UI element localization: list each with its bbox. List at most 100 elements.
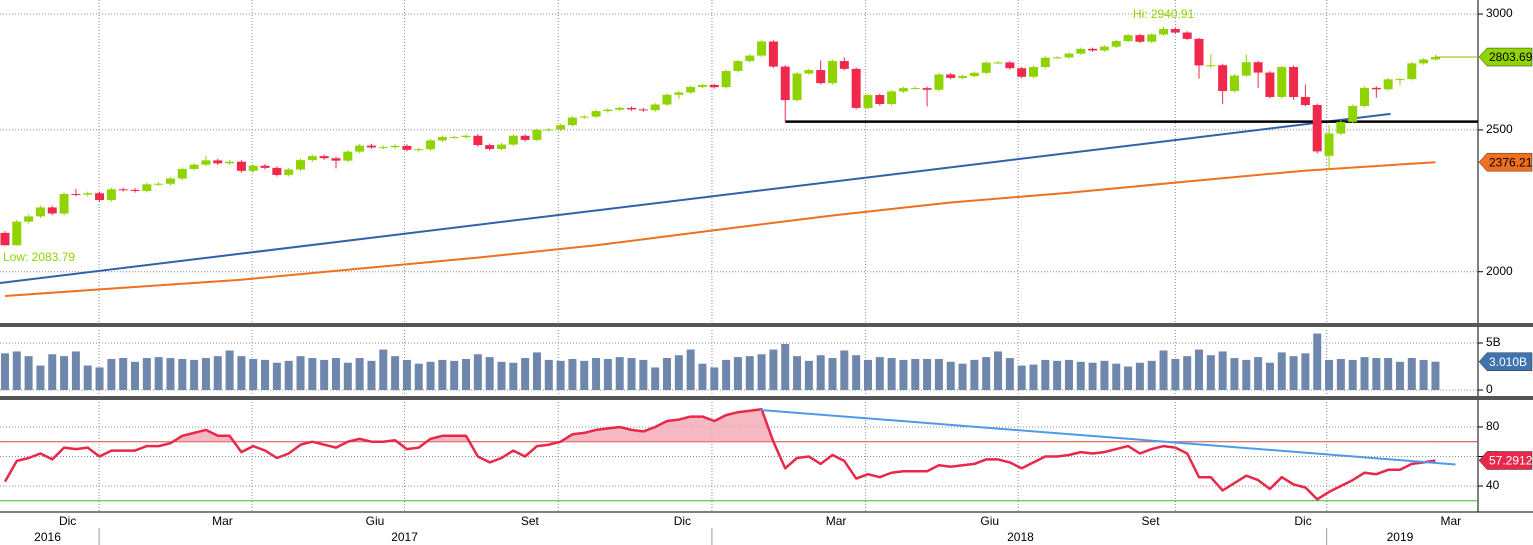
candle-body xyxy=(83,193,93,195)
candle-body xyxy=(828,61,838,84)
candle-body xyxy=(118,189,128,191)
volume-bar xyxy=(793,356,802,391)
candle-body xyxy=(662,94,672,105)
candle-body xyxy=(958,76,968,78)
candle-body xyxy=(47,207,57,214)
candle-body xyxy=(887,91,897,105)
candle-body xyxy=(922,88,932,90)
candle-body xyxy=(71,194,81,196)
candle-body xyxy=(721,70,731,88)
candle-body xyxy=(532,129,542,140)
candle-body xyxy=(485,145,495,150)
rsi-line xyxy=(3,407,1436,501)
volume-bar xyxy=(1313,333,1322,391)
volume-bar xyxy=(1088,362,1097,391)
candle-body xyxy=(910,88,920,90)
candle-body xyxy=(780,66,790,101)
candle-body xyxy=(366,145,376,148)
candle-body xyxy=(165,178,175,184)
volume-bar xyxy=(1159,350,1168,391)
candle-body xyxy=(745,55,755,62)
volume-bar xyxy=(580,360,589,391)
volume-bar xyxy=(284,360,293,391)
candle-body xyxy=(1099,46,1109,51)
volume-bar xyxy=(261,359,270,391)
candle-body xyxy=(355,145,365,152)
volume-bar xyxy=(722,359,731,391)
month-label: Dic xyxy=(674,514,691,528)
volume-bar xyxy=(1017,365,1026,391)
candle-body xyxy=(1028,67,1038,77)
volume-bar xyxy=(1183,356,1192,391)
y-tick-label: 3000 xyxy=(1486,6,1513,20)
volume-bar xyxy=(863,359,872,391)
candle-body xyxy=(1159,29,1169,35)
candle-body xyxy=(686,86,696,93)
volume-bar xyxy=(828,358,837,391)
candle-body xyxy=(969,72,979,77)
volume-bar xyxy=(320,359,329,391)
candle-body xyxy=(319,156,329,159)
volume-bar xyxy=(1336,358,1345,391)
volume-bar xyxy=(970,359,979,391)
volume-bar xyxy=(83,365,92,391)
candle-body xyxy=(1194,38,1204,66)
volume-bar xyxy=(450,360,459,391)
volume-bar xyxy=(497,361,506,391)
volume-bar xyxy=(1384,358,1393,391)
volume-bar xyxy=(1064,359,1073,391)
panel-divider xyxy=(0,396,1533,400)
volume-bar xyxy=(710,367,719,391)
high-label: Hi: 2940.91 xyxy=(1133,7,1195,21)
rsi-label: 57.2912 xyxy=(1489,454,1533,468)
candle-body xyxy=(1430,57,1440,60)
candle-body xyxy=(1123,35,1133,42)
candle-body xyxy=(898,88,908,92)
volume-bar xyxy=(48,354,57,391)
ma-label: 2376.21 xyxy=(1489,155,1533,169)
candle-body xyxy=(1371,87,1381,90)
volume-bar xyxy=(663,358,672,391)
candle-body xyxy=(1088,48,1098,51)
y-tick-label: 40 xyxy=(1486,478,1500,492)
candle-body xyxy=(378,147,388,149)
volume-bar xyxy=(379,349,388,391)
volume-bar xyxy=(757,354,766,391)
volume-bar xyxy=(1194,349,1203,391)
volume-bar xyxy=(60,356,69,391)
candle-body xyxy=(307,156,317,161)
candle-body xyxy=(95,193,105,200)
candle-body xyxy=(1147,34,1157,42)
volume-bar xyxy=(154,357,163,391)
volume-bar xyxy=(934,358,943,391)
rsi-trendline xyxy=(760,408,1456,466)
candle-body xyxy=(567,117,577,126)
volume-bar xyxy=(1301,353,1310,391)
candle-body xyxy=(1312,104,1322,152)
volume-bar xyxy=(438,359,447,391)
candle-body xyxy=(1300,96,1310,105)
candle-body xyxy=(272,167,282,175)
candle-body xyxy=(792,73,802,101)
candle-body xyxy=(177,168,187,179)
volume-bar xyxy=(1431,361,1440,391)
candle-body xyxy=(1348,105,1358,122)
candle-body xyxy=(839,61,849,69)
candle-body xyxy=(697,85,707,87)
candle-body xyxy=(1265,72,1275,97)
candle-body xyxy=(473,135,483,146)
volume-bar xyxy=(1360,357,1369,391)
candle-body xyxy=(875,95,885,105)
volume-bar xyxy=(485,357,494,391)
volume-bar xyxy=(1265,362,1274,391)
candle-body xyxy=(1383,79,1393,90)
month-label: Set xyxy=(521,514,540,528)
candle-body xyxy=(130,189,140,191)
volume-bar xyxy=(36,365,45,391)
candle-body xyxy=(1241,62,1251,76)
candle-body xyxy=(863,95,873,108)
candle-body xyxy=(414,149,424,151)
candle-body xyxy=(591,111,601,117)
volume-bar xyxy=(556,360,565,391)
volume-bar xyxy=(509,362,518,391)
